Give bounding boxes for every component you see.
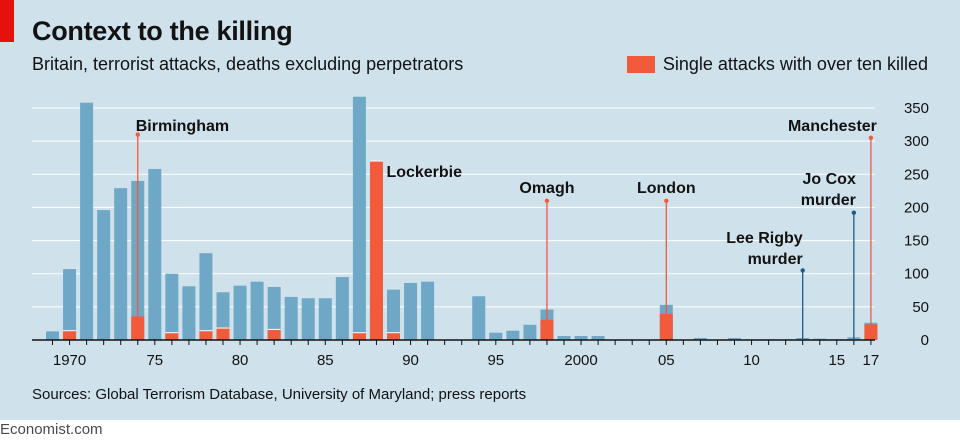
x-tick-label: 90 <box>402 352 419 369</box>
source-note: Sources: Global Terrorism Database, Univ… <box>32 386 527 403</box>
annotation-label: Omagh <box>519 180 574 197</box>
bar-highlight-1988 <box>369 161 383 340</box>
x-tick-label: 17 <box>863 352 880 369</box>
bar-total-1976 <box>165 273 179 340</box>
annotation-label: Manchester <box>788 118 877 135</box>
y-tick-label: 300 <box>904 133 929 150</box>
annotation-label: London <box>637 180 696 197</box>
annotation-label: Birmingham <box>136 118 229 135</box>
y-tick-label: 100 <box>904 266 929 283</box>
bar-total-1977 <box>182 286 196 340</box>
legend-swatch <box>626 56 655 73</box>
bar-total-1996 <box>506 330 520 340</box>
bar-highlight-1998 <box>540 320 554 340</box>
legend-label: Single attacks with over ten killed <box>662 54 928 74</box>
annotation-label: murder <box>748 251 803 268</box>
annotation-dot <box>868 135 874 141</box>
bar-total-1981 <box>250 281 264 340</box>
bar-total-1994 <box>472 296 486 340</box>
x-tick-label: 1970 <box>53 352 86 369</box>
bar-highlight-1970 <box>63 330 77 340</box>
annotation-dot <box>800 268 805 273</box>
bar-total-1978 <box>199 253 213 340</box>
bar-total-1987 <box>352 96 366 340</box>
bar-total-1985 <box>318 298 332 340</box>
bar-total-1982 <box>267 286 281 340</box>
bar-total-1983 <box>284 296 298 340</box>
chart-subtitle: Britain, terrorist attacks, deaths exclu… <box>32 54 464 74</box>
bar-total-1986 <box>335 277 349 340</box>
annotation-label: Lee Rigby <box>726 230 803 247</box>
bar-total-2001 <box>591 336 605 340</box>
brand-logo: Economist.com <box>0 421 103 438</box>
bar-highlight-2017 <box>864 325 878 340</box>
annotation-dot <box>664 198 669 203</box>
x-tick-label: 10 <box>743 352 760 369</box>
bar-total-2007 <box>693 338 707 340</box>
brand-red-tab <box>0 0 14 42</box>
bar-total-1991 <box>421 281 435 340</box>
bar-total-1970 <box>63 269 77 340</box>
y-tick-label: 350 <box>904 100 929 117</box>
bar-highlight-1974 <box>131 317 145 340</box>
annotation-label: murder <box>801 192 856 209</box>
bar-total-2000 <box>574 336 588 340</box>
bar-total-1980 <box>233 285 247 340</box>
bar-total-1990 <box>404 282 418 340</box>
y-tick-label: 250 <box>904 166 929 183</box>
bar-highlight-1978 <box>199 330 213 340</box>
bar-total-1984 <box>301 298 315 340</box>
x-tick-label: 80 <box>232 352 249 369</box>
x-tick-label: 15 <box>828 352 845 369</box>
bar-highlight-1987 <box>352 332 366 340</box>
bar-total-1999 <box>557 336 571 340</box>
chart-title: Context to the killing <box>32 16 293 46</box>
bar-highlight-2005 <box>659 314 673 340</box>
bar-highlight-1982 <box>267 329 281 340</box>
y-tick-label: 200 <box>904 199 929 216</box>
bar-total-2009 <box>728 338 741 340</box>
x-tick-label: 2000 <box>564 352 597 369</box>
x-tick-label: 05 <box>658 352 675 369</box>
bar-total-1989 <box>387 289 400 340</box>
annotation-dot <box>544 198 550 203</box>
bar-highlight-1976 <box>165 332 179 340</box>
bar-total-1997 <box>523 324 537 340</box>
bar-total-1975 <box>148 168 162 340</box>
annotation-dot <box>135 132 140 137</box>
x-tick-label: 75 <box>146 352 163 369</box>
bar-total-1995 <box>489 332 503 340</box>
annotation-label: Lockerbie <box>386 164 462 181</box>
annotation-label: Jo Cox <box>803 171 856 188</box>
y-tick-label: 150 <box>904 233 929 250</box>
bar-total-1971 <box>80 102 94 340</box>
bar-highlight-1979 <box>216 328 230 340</box>
legend: Single attacks with over ten killed <box>626 54 928 75</box>
annotation-dot <box>851 210 857 215</box>
bar-highlight-1989 <box>387 332 400 340</box>
bar-total-1969 <box>46 331 59 340</box>
y-tick-label: 0 <box>921 332 929 349</box>
y-tick-label: 50 <box>912 299 929 316</box>
x-tick-label: 95 <box>487 352 504 369</box>
bar-total-1972 <box>97 210 111 340</box>
x-tick-label: 85 <box>317 352 334 369</box>
bar-total-1973 <box>114 188 128 340</box>
